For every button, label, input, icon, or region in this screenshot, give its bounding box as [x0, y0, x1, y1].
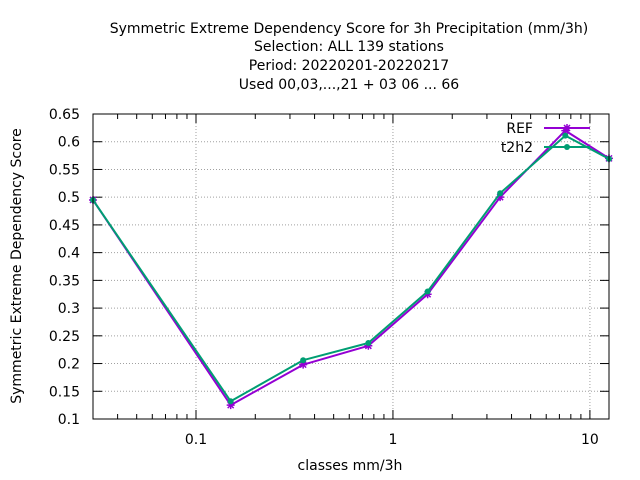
- legend: REF t2h2: [501, 121, 590, 156]
- title-line-2: Selection: ALL 139 stations: [254, 39, 444, 55]
- series-line: [92, 129, 610, 407]
- legend-label: REF: [506, 121, 533, 137]
- plot-border: [92, 113, 610, 420]
- data-point: [365, 340, 372, 347]
- series-group: [89, 126, 613, 410]
- series-t2h2: [90, 132, 612, 405]
- y-tick-label: 0.25: [49, 329, 80, 345]
- y-tick-label: 0.45: [49, 218, 80, 234]
- y-tick-label: 0.5: [58, 190, 80, 206]
- y-axis-label: Symmetric Extreme Dependency Score: [9, 128, 25, 404]
- y-tick-label: 0.3: [58, 301, 80, 317]
- x-tick-labels: 0.1 1 10: [185, 432, 599, 448]
- legend-marker: [563, 124, 571, 132]
- chart-title: Symmetric Extreme Dependency Score for 3…: [110, 21, 589, 93]
- data-point: [299, 360, 308, 369]
- data-point: [497, 190, 504, 197]
- data-point: [424, 288, 431, 295]
- data-point: [227, 398, 234, 405]
- y-tick-label: 0.4: [58, 246, 80, 262]
- data-point: [496, 193, 505, 202]
- y-tick-labels: 0.1 0.15 0.2 0.25 0.3 0.35 0.4 0.45 0.5 0.55 0.6 0.…: [49, 107, 80, 428]
- legend-marker: [564, 144, 570, 150]
- x-tick-label: 10: [581, 432, 599, 448]
- grid: [93, 114, 609, 419]
- y-tick-label: 0.2: [58, 357, 80, 373]
- data-point: [562, 132, 569, 139]
- y-tick-label: 0.35: [49, 273, 80, 289]
- y-tick-label: 0.6: [58, 135, 80, 151]
- title-line-3: Period: 20220201-20220217: [249, 58, 449, 74]
- x-axis-label: classes mm/3h: [298, 458, 403, 474]
- y-tick-label: 0.15: [49, 384, 80, 400]
- y-tick-label: 0.65: [49, 107, 80, 123]
- y-tick-label: 0.55: [49, 162, 80, 178]
- title-line-4: Used 00,03,...,21 + 03 06 ... 66: [239, 77, 460, 93]
- x-tick-label: 0.1: [185, 432, 207, 448]
- data-point: [300, 357, 307, 364]
- legend-label: t2h2: [501, 140, 533, 156]
- y-tick-label: 0.1: [58, 412, 80, 428]
- title-line-1: Symmetric Extreme Dependency Score for 3…: [110, 21, 589, 37]
- axis-ticks: [93, 113, 609, 420]
- x-tick-label: 1: [388, 432, 397, 448]
- data-point: [226, 401, 235, 410]
- series-line: [92, 134, 610, 403]
